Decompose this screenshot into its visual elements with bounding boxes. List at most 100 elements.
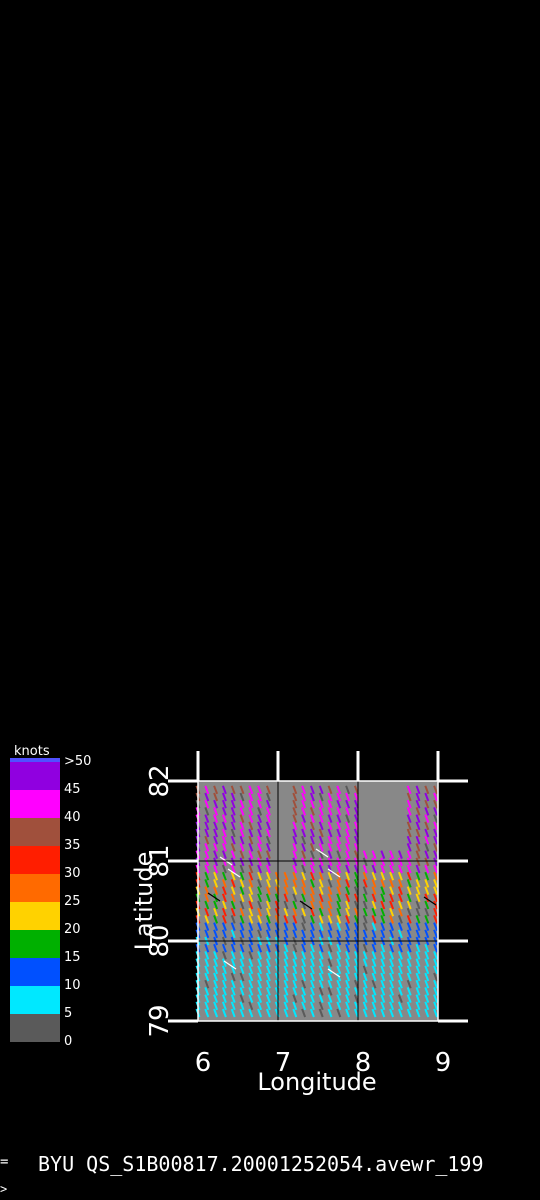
x-tick-label: 7	[275, 1048, 292, 1078]
wind-vector	[380, 886, 386, 895]
wind-vector	[248, 828, 254, 838]
wind-vector	[301, 893, 307, 903]
wind-vector	[204, 864, 210, 874]
wind-vector	[345, 828, 351, 838]
wind-vector	[433, 958, 439, 967]
wind-vector	[230, 821, 236, 831]
wind-vector	[371, 965, 377, 975]
wind-vector	[415, 821, 421, 831]
wind-vector	[397, 871, 403, 881]
wind-vector	[265, 843, 271, 852]
wind-vector	[248, 857, 254, 867]
wind-vector	[389, 857, 395, 867]
wind-vector	[204, 915, 210, 924]
wind-vector	[239, 994, 245, 1003]
wind-vector	[248, 922, 254, 931]
wind-vector	[283, 972, 289, 982]
wind-vector	[389, 1001, 395, 1011]
wind-vector	[283, 943, 289, 953]
wind-vector	[318, 828, 324, 838]
wind-vector	[406, 965, 412, 975]
wind-vector	[433, 850, 439, 859]
wind-vector	[353, 958, 359, 967]
wind-vector	[230, 850, 236, 859]
wind-vector	[353, 799, 359, 809]
wind-vector	[221, 900, 227, 910]
wind-vector	[327, 799, 333, 809]
colorbar-segment	[10, 930, 60, 958]
wind-vector	[257, 943, 263, 953]
wind-vector	[265, 1008, 271, 1018]
wind-vector	[292, 814, 298, 823]
wind-vector	[301, 835, 307, 845]
wind-vector	[204, 987, 210, 996]
wind-vector	[213, 864, 219, 874]
wind-vector	[221, 835, 227, 845]
wind-vector	[204, 828, 210, 838]
wind-vector	[248, 979, 254, 989]
wind-vector	[309, 1008, 315, 1018]
colorbar-label: 30	[64, 866, 81, 881]
wind-vector	[415, 951, 421, 960]
wind-vector	[309, 850, 315, 859]
wind-vector	[336, 835, 342, 845]
wind-vector	[248, 1008, 254, 1018]
footer: = BYU QS_S1B00817.20001252054.avewr_199	[0, 1152, 540, 1182]
wind-vector	[239, 915, 245, 924]
wind-vector	[327, 821, 333, 831]
wind-vector	[213, 907, 219, 917]
wind-vector	[345, 907, 351, 917]
wind-vector	[371, 994, 377, 1003]
rain-flag	[227, 868, 241, 878]
wind-vector	[292, 972, 298, 982]
plot-area	[198, 781, 438, 1021]
wind-vector	[283, 958, 289, 967]
wind-vector	[265, 1001, 271, 1011]
colorbar-label: 15	[64, 950, 81, 965]
wind-vector	[257, 864, 263, 874]
wind-vector	[221, 850, 227, 859]
colorbar-segment	[10, 986, 60, 1014]
wind-vector	[345, 922, 351, 931]
wind-vector	[380, 1008, 386, 1018]
wind-vector	[204, 821, 210, 831]
wind-vector	[406, 929, 412, 939]
wind-vector	[257, 785, 263, 795]
wind-vector	[230, 835, 236, 845]
wind-vector	[230, 879, 236, 888]
wind-vector	[309, 951, 315, 960]
wind-vector	[415, 943, 421, 953]
wind-vector	[221, 965, 227, 975]
x-tick-label: 6	[195, 1048, 212, 1078]
wind-vector	[239, 864, 245, 874]
colorbar-label: >50	[64, 754, 92, 769]
wind-vector	[283, 922, 289, 931]
wind-vector	[265, 922, 271, 931]
wind-vector	[406, 843, 412, 852]
wind-vector	[221, 871, 227, 881]
wind-vector	[345, 965, 351, 975]
wind-vector	[213, 835, 219, 845]
wind-vector	[406, 893, 412, 903]
wind-vector	[362, 857, 368, 867]
wind-vector	[318, 943, 324, 953]
wind-vector	[257, 857, 263, 867]
prompt: >	[0, 1182, 8, 1196]
wind-vector	[292, 821, 298, 831]
wind-vector	[406, 915, 412, 924]
wind-vector	[239, 785, 245, 795]
wind-vector	[362, 994, 368, 1003]
wind-vector	[327, 900, 333, 910]
wind-vector	[239, 871, 245, 881]
wind-vector	[265, 879, 271, 888]
wind-vector	[292, 886, 298, 895]
wind-vector	[371, 879, 377, 888]
wind-vector	[221, 807, 227, 816]
wind-vector	[301, 958, 307, 967]
wind-vector	[415, 799, 421, 809]
wind-vector	[309, 799, 315, 809]
wind-vector	[309, 828, 315, 838]
wind-vector	[265, 785, 271, 795]
wind-vector	[345, 943, 351, 953]
wind-vector	[248, 900, 254, 910]
